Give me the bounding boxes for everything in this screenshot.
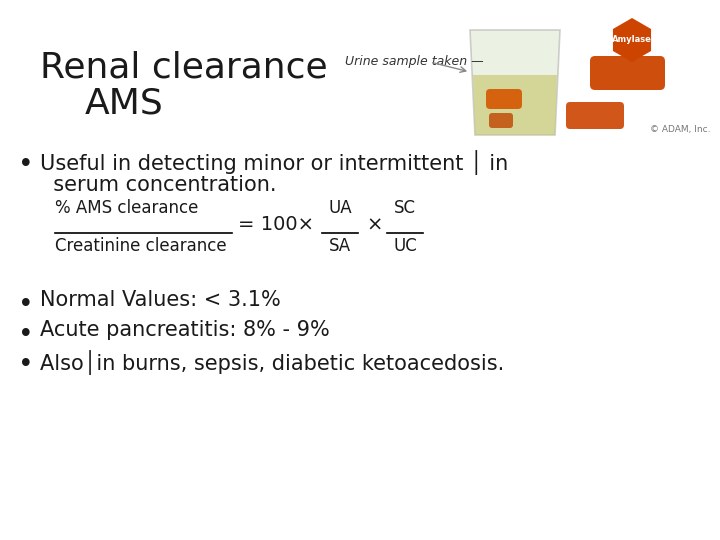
Polygon shape bbox=[470, 30, 560, 135]
Polygon shape bbox=[473, 75, 557, 135]
FancyBboxPatch shape bbox=[566, 102, 624, 129]
Text: UA: UA bbox=[328, 199, 352, 217]
Text: Acute pancreatitis: 8% - 9%: Acute pancreatitis: 8% - 9% bbox=[40, 320, 330, 340]
Text: serum concentration.: serum concentration. bbox=[40, 175, 276, 195]
Text: Urine sample taken —: Urine sample taken — bbox=[345, 56, 484, 69]
Text: •: • bbox=[18, 152, 34, 178]
FancyBboxPatch shape bbox=[489, 113, 513, 128]
Text: % AMS clearance: % AMS clearance bbox=[55, 199, 199, 217]
Text: ×: × bbox=[366, 215, 382, 234]
Text: Renal clearance: Renal clearance bbox=[40, 50, 328, 84]
Text: Useful in detecting minor or intermittent │ in: Useful in detecting minor or intermitten… bbox=[40, 150, 508, 175]
Text: •: • bbox=[18, 292, 34, 318]
Text: SA: SA bbox=[329, 237, 351, 255]
Text: Normal Values: < 3.1%: Normal Values: < 3.1% bbox=[40, 290, 281, 310]
Text: © ADAM, Inc.: © ADAM, Inc. bbox=[649, 125, 710, 134]
Text: •: • bbox=[18, 352, 34, 378]
Text: •: • bbox=[18, 322, 34, 348]
Text: UC: UC bbox=[393, 237, 417, 255]
Text: Amylase: Amylase bbox=[612, 36, 652, 44]
Polygon shape bbox=[613, 18, 651, 62]
Text: AMS: AMS bbox=[85, 87, 163, 121]
Text: Also│in burns, sepsis, diabetic ketoacedosis.: Also│in burns, sepsis, diabetic ketoaced… bbox=[40, 350, 504, 375]
Text: = 100×: = 100× bbox=[238, 215, 314, 234]
Text: SC: SC bbox=[394, 199, 416, 217]
FancyBboxPatch shape bbox=[590, 56, 665, 90]
Text: Creatinine clearance: Creatinine clearance bbox=[55, 237, 227, 255]
FancyBboxPatch shape bbox=[486, 89, 522, 109]
